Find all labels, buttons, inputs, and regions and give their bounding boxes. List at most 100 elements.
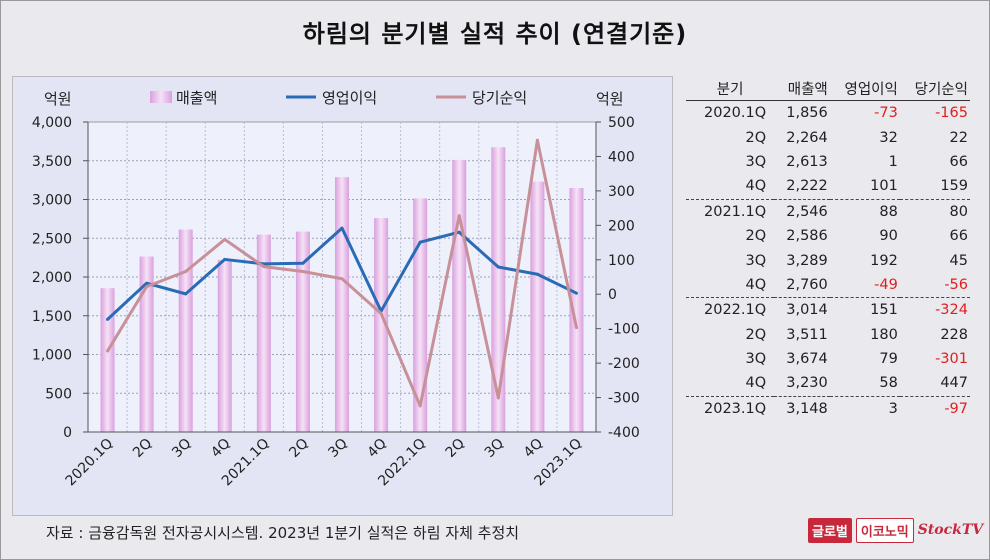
table-cell-period: 2022.1Q <box>686 297 775 323</box>
table-row: 3Q 2,613 1 66 <box>686 150 970 174</box>
bar-sales <box>491 147 506 432</box>
table-header-row: 분기 매출액 영업이익 당기순익 <box>686 76 970 101</box>
table-header-cell: 분기 <box>686 76 775 101</box>
table-cell-op: -73 <box>874 105 898 122</box>
right-tick-label: -300 <box>608 391 640 407</box>
table-cell-sales: 2,222 <box>786 178 828 195</box>
table-cell-op: 151 <box>829 297 900 323</box>
point-operating-profit <box>145 281 149 285</box>
table-row: 2023.1Q 3,148 3 -97 <box>686 395 970 422</box>
table-row: 4Q 3,230 58 447 <box>686 371 970 396</box>
table-header-cell: 영업이익 <box>829 76 900 101</box>
point-net-income <box>262 265 266 269</box>
page-title: 하림의 분기별 실적 추이 (연결기준) <box>302 20 688 48</box>
logo-part-1: 글로벌 <box>808 517 852 543</box>
table-cell-sales: 2,586 <box>786 228 828 245</box>
right-tick-label: -200 <box>608 356 640 372</box>
table-cell-period: 2023.1Q <box>686 395 775 422</box>
table-cell-op: 58 <box>879 375 898 392</box>
table-cell-period: 2Q <box>745 228 767 245</box>
table-cell-net: 66 <box>949 228 968 245</box>
table-row: 2020.1Q 1,856 -73 -165 <box>686 101 970 126</box>
point-net-income <box>106 349 110 353</box>
table-cell-net: 45 <box>949 252 968 269</box>
left-tick-label: 1,000 <box>32 348 72 364</box>
point-operating-profit <box>184 292 188 296</box>
right-tick-label: 200 <box>608 218 635 234</box>
table-row: 2Q 2,586 90 66 <box>686 224 970 248</box>
right-tick-label: -100 <box>608 322 640 338</box>
combo-chart: 0 500 1,000 1,500 2,000 2,500 3,000 3,500 4,000 -… <box>32 89 640 490</box>
table-cell-period: 4Q <box>745 178 767 195</box>
point-operating-profit <box>340 226 344 230</box>
bar-sales <box>139 256 154 432</box>
table-cell-period: 2021.1Q <box>686 198 775 224</box>
table-cell-op: 192 <box>870 252 898 269</box>
bar-sales <box>530 181 545 432</box>
table-cell-net: -301 <box>935 351 968 368</box>
table-cell-sales: 3,289 <box>786 252 828 269</box>
x-tick-label: 2Q <box>286 436 311 461</box>
table-cell-net: -165 <box>935 105 968 122</box>
point-operating-profit <box>301 261 305 265</box>
point-operating-profit <box>106 317 110 321</box>
table-cell-sales: 3,674 <box>786 351 828 368</box>
table-cell-net: 80 <box>899 198 970 224</box>
table-cell-sales: 2,760 <box>786 276 828 293</box>
left-tick-label: 500 <box>45 386 72 402</box>
table-cell-net: -324 <box>899 297 970 323</box>
table-cell-op: 79 <box>879 351 898 368</box>
table-cell-sales: 2,264 <box>786 129 828 146</box>
table-cell-op: 90 <box>879 228 898 245</box>
x-tick-label: 2Q <box>443 436 468 461</box>
point-net-income <box>457 214 461 218</box>
point-net-income <box>223 237 227 241</box>
point-operating-profit <box>535 272 539 276</box>
legend-label: 매출액 <box>176 89 217 107</box>
left-tick-label: 0 <box>63 425 72 441</box>
table-row: 3Q 3,674 79 -301 <box>686 347 970 371</box>
legend-swatch-sales <box>150 91 172 103</box>
table-cell-period: 2020.1Q <box>704 105 767 122</box>
x-tick-label: 3Q <box>482 436 507 461</box>
bar-sales <box>413 198 428 432</box>
x-tick-label: 2Q <box>130 436 155 461</box>
table-cell-op: 88 <box>829 198 900 224</box>
table-cell-net: 22 <box>949 129 968 146</box>
table-cell-period: 4Q <box>745 276 767 293</box>
point-net-income <box>535 138 539 142</box>
left-tick-label: 2,500 <box>32 231 72 247</box>
logo: 글로벌 이코노믹 StockTV <box>808 516 983 544</box>
table-cell-net: 447 <box>940 375 968 392</box>
bar-sales <box>452 159 467 432</box>
point-operating-profit <box>418 240 422 244</box>
x-tick-label: 4Q <box>208 436 233 461</box>
table-cell-sales: 3,230 <box>786 375 828 392</box>
table-cell-op: 1 <box>888 153 898 170</box>
bar-sales <box>178 229 193 432</box>
logo-part-3: StockTV <box>917 522 984 538</box>
table-header-cell: 매출액 <box>774 76 830 101</box>
table-cell-op: 32 <box>879 129 898 146</box>
point-net-income <box>418 404 422 408</box>
bar-sales <box>217 259 232 432</box>
table-body: 2020.1Q 1,856 -73 -165 2Q 2,264 32 22 3Q 2,613 1 66… <box>686 101 970 422</box>
table-cell-op: 101 <box>870 178 898 195</box>
table-cell-net: 66 <box>949 153 968 170</box>
table-cell-period: 3Q <box>745 153 767 170</box>
point-net-income <box>340 277 344 281</box>
x-tick-label: 2020.1Q <box>63 436 117 490</box>
left-tick-label: 3,000 <box>32 193 72 209</box>
table-cell-net: -97 <box>899 395 970 422</box>
right-tick-label: 100 <box>608 253 635 269</box>
table-cell-period: 4Q <box>745 375 767 392</box>
left-axis-unit: 억원 <box>44 90 72 108</box>
table-cell-net: -56 <box>944 276 968 293</box>
table-header-cell: 당기순익 <box>899 76 970 101</box>
x-tick-label: 4Q <box>364 436 389 461</box>
data-table: 분기 매출액 영업이익 당기순익 2020.1Q 1,856 -73 -165 2Q 2,264… <box>686 76 970 422</box>
table-cell-op: 3 <box>829 395 900 422</box>
x-tick-label: 3Q <box>169 436 194 461</box>
point-operating-profit <box>457 230 461 234</box>
table-cell-sales: 1,856 <box>786 105 828 122</box>
